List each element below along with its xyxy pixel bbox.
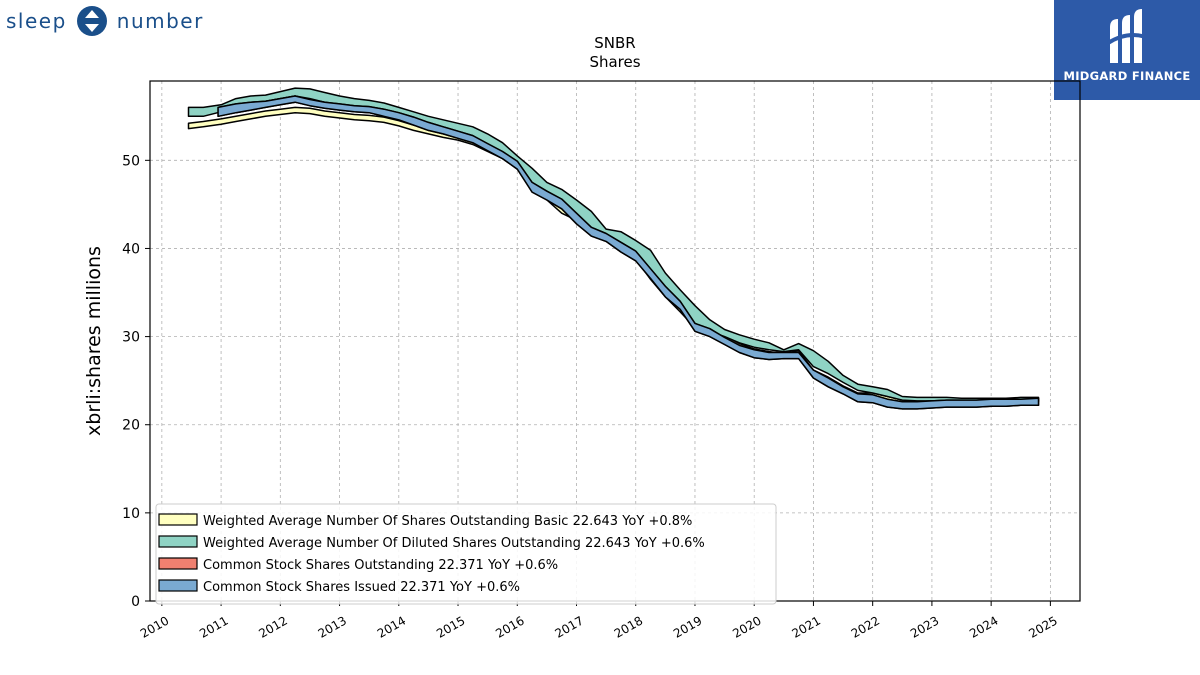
x-tick-label: 2010 [138,613,171,640]
legend-swatch-2 [159,536,197,547]
legend: Weighted Average Number Of Shares Outsta… [156,504,776,604]
x-tick-label: 2024 [967,613,1000,640]
legend-swatch-3 [159,558,197,569]
x-tick-label: 2015 [434,613,467,640]
y-tick-label: 30 [122,330,140,346]
legend-swatch-1 [159,514,197,525]
legend-label-2: Weighted Average Number Of Diluted Share… [203,536,705,551]
x-tick-label: 2014 [375,613,408,640]
y-axis: 0 10 20 30 40 50 [122,153,150,610]
y-axis-label: xbrli:shares millions [83,246,105,436]
y-tick-label: 50 [122,153,140,169]
legend-swatch-4 [159,580,197,591]
legend-label-3: Common Stock Shares Outstanding 22.371 Y… [203,558,558,573]
shares-chart: SNBR Shares 0 10 20 30 40 50 2010 2011 2012 2013… [0,0,1200,675]
series-area-1 [189,107,1039,403]
series-area-4 [218,96,1038,409]
chart-subtitle: Shares [589,53,640,71]
x-tick-label: 2020 [730,613,763,640]
x-tick-label: 2018 [612,613,645,640]
x-tick-label: 2025 [1026,613,1059,640]
y-tick-label: 0 [131,594,140,610]
x-tick-label: 2023 [908,613,941,640]
x-tick-label: 2013 [316,613,349,640]
chart-title: SNBR [594,34,635,52]
x-tick-label: 2017 [553,613,586,640]
y-tick-label: 40 [122,241,140,257]
x-tick-label: 2011 [197,613,230,640]
x-axis: 2010 2011 2012 2013 2014 2015 2016 2017 2018 2019… [138,601,1060,641]
x-tick-label: 2016 [493,613,526,640]
x-tick-label: 2012 [256,613,289,640]
legend-label-1: Weighted Average Number Of Shares Outsta… [203,514,692,529]
x-tick-label: 2019 [671,613,704,640]
x-tick-label: 2021 [789,613,822,640]
y-tick-label: 20 [122,418,140,434]
x-tick-label: 2022 [849,613,882,640]
y-tick-label: 10 [122,506,140,522]
legend-label-4: Common Stock Shares Issued 22.371 YoY +0… [203,580,520,595]
